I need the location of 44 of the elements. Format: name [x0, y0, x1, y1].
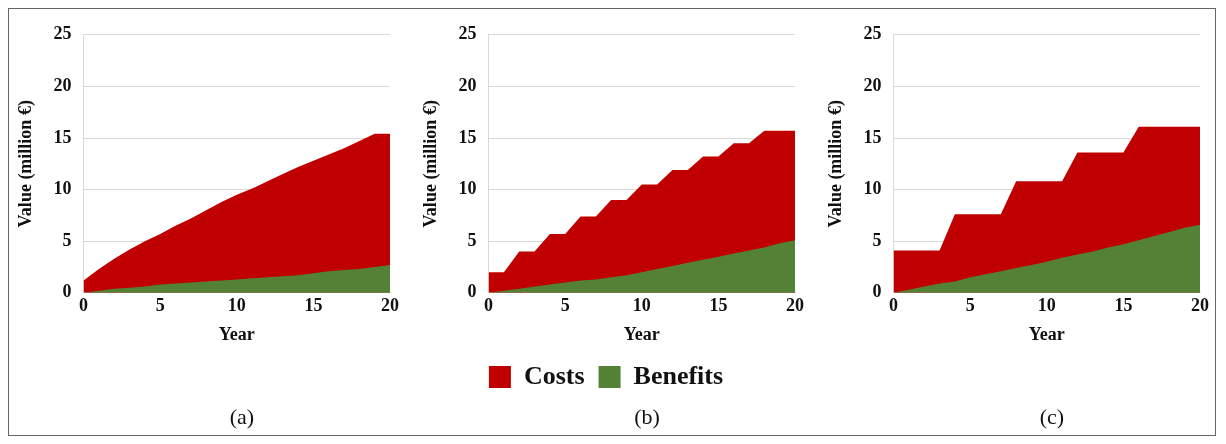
y-tick-label: 10 [53, 178, 72, 199]
x-tick-label: 15 [304, 295, 323, 316]
x-tick-label: 0 [889, 295, 899, 316]
y-tick-label: 0 [467, 281, 477, 302]
x-tick-label: 15 [1114, 295, 1133, 316]
text: (c) [1038, 404, 1066, 430]
y-tick-label: 25 [53, 23, 72, 44]
x-tick-label: 20 [381, 295, 399, 316]
x-axis-title: Year [218, 323, 255, 344]
x-tick-label: 5 [155, 295, 165, 316]
y-tick-label: 25 [863, 23, 882, 44]
y-tick-label: 20 [458, 75, 477, 96]
legend-label: Benefits [633, 360, 724, 390]
x-tick-label: 5 [560, 295, 570, 316]
x-tick-label: 20 [1191, 295, 1209, 316]
y-tick-label: 25 [458, 23, 477, 44]
text: (b) [633, 404, 661, 430]
legend-label: Costs [523, 360, 585, 390]
x-tick-label: 10 [227, 295, 246, 316]
y-tick-label: 5 [62, 229, 72, 250]
y-tick-label: 15 [53, 126, 72, 147]
y-axis-title: Value (million €) [825, 100, 847, 228]
x-tick-label: 0 [79, 295, 89, 316]
x-tick-label: 5 [965, 295, 975, 316]
x-tick-label: 20 [786, 295, 804, 316]
x-tick-label: 0 [484, 295, 494, 316]
y-tick-label: 15 [458, 126, 477, 147]
y-tick-label: 15 [863, 126, 882, 147]
x-tick-label: 10 [1037, 295, 1056, 316]
x-axis-title: Year [623, 323, 660, 344]
y-tick-label: 0 [872, 281, 882, 302]
y-tick-label: 20 [53, 75, 72, 96]
x-tick-label: 10 [632, 295, 651, 316]
x-tick-label: 15 [709, 295, 728, 316]
y-tick-label: 5 [872, 229, 882, 250]
x-axis-title: Year [1028, 323, 1065, 344]
y-tick-label: 10 [458, 178, 477, 199]
y-tick-label: 10 [863, 178, 882, 199]
y-axis-title: Value (million €) [15, 100, 37, 228]
y-tick-label: 5 [467, 229, 477, 250]
text: (a) [228, 404, 256, 430]
y-axis-title: Value (million €) [420, 100, 442, 228]
y-tick-label: 0 [62, 281, 72, 302]
y-tick-label: 20 [863, 75, 882, 96]
